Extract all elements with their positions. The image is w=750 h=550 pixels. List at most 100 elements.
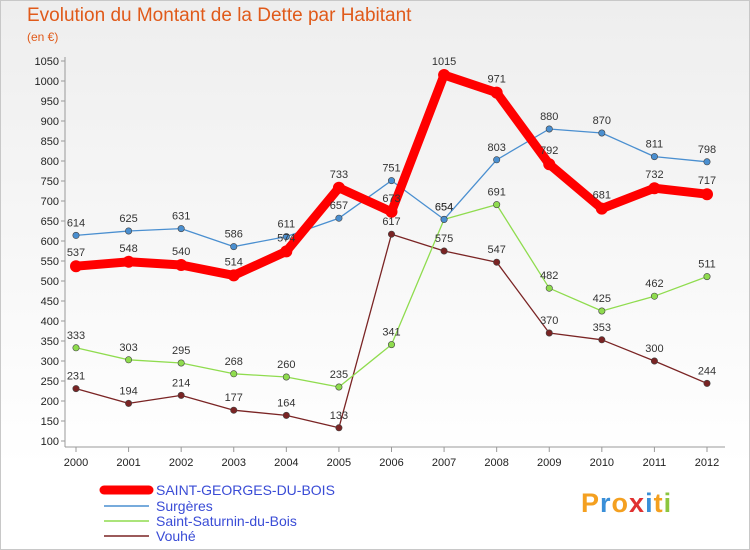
data-point	[335, 424, 343, 432]
data-label: 462	[645, 278, 663, 290]
proxiti-logo: Proxiti	[581, 488, 672, 519]
data-label: 303	[119, 342, 137, 354]
y-tick-label: 250	[41, 376, 59, 388]
data-point	[227, 269, 240, 282]
y-tick-label: 600	[41, 236, 59, 248]
data-label: 971	[487, 74, 505, 86]
data-point	[438, 69, 451, 81]
legend-label: SAINT-GEORGES-DU-BOIS	[156, 482, 335, 498]
data-point	[230, 243, 238, 251]
x-tick-label: 2008	[484, 457, 508, 469]
data-label: 611	[278, 219, 296, 231]
x-tick-label: 2010	[590, 457, 614, 469]
data-point	[493, 156, 501, 164]
data-label: 657	[330, 200, 348, 212]
y-tick-label: 950	[41, 96, 59, 108]
data-label: 482	[540, 270, 558, 282]
y-tick-label: 400	[41, 316, 59, 328]
logo-letter: i	[645, 488, 654, 518]
x-tick-label: 2007	[432, 457, 456, 469]
data-label: 548	[119, 243, 137, 255]
data-label: 654	[435, 201, 453, 213]
data-label: 811	[646, 139, 664, 151]
chart-axes: 100 150 200 250 300 350 400 450 500 550 600 650 700 7…	[35, 56, 725, 469]
x-tick-label: 2005	[327, 457, 351, 469]
logo-letter: r	[600, 488, 612, 518]
data-label: 574	[277, 232, 295, 244]
y-tick-label: 900	[41, 116, 59, 128]
legend-label: Vouhé	[156, 528, 196, 544]
data-label: 177	[225, 392, 243, 404]
data-point	[72, 385, 80, 393]
x-tick-label: 2004	[274, 457, 298, 469]
data-point	[387, 177, 395, 185]
data-point	[440, 247, 448, 255]
data-point	[703, 379, 711, 387]
x-tick-label: 2001	[116, 457, 140, 469]
data-point	[125, 227, 133, 235]
data-point	[703, 158, 711, 166]
logo-letter: i	[663, 488, 673, 518]
data-point	[385, 205, 398, 218]
data-point	[545, 125, 553, 133]
data-label: 514	[225, 256, 243, 268]
data-point	[650, 153, 658, 161]
chart-data-labels: 231 194 214 177 164 133 617 575 547 370 353 300 244 3…	[67, 56, 716, 422]
data-label: 1015	[432, 56, 456, 68]
data-point	[125, 399, 133, 407]
data-label: 880	[540, 111, 558, 123]
data-label: 547	[487, 244, 505, 256]
y-tick-label: 800	[41, 156, 59, 168]
data-label: 681	[593, 190, 611, 202]
data-point	[332, 181, 345, 194]
y-tick-label: 750	[41, 176, 59, 188]
data-label: 575	[435, 233, 453, 245]
y-tick-label: 550	[41, 256, 59, 268]
data-label: 133	[330, 410, 348, 422]
data-label: 164	[277, 397, 295, 409]
data-point	[493, 258, 501, 266]
data-label: 194	[119, 385, 137, 397]
y-tick-label: 450	[41, 296, 59, 308]
data-label: 751	[382, 163, 400, 175]
data-label: 425	[593, 293, 611, 305]
data-label: 792	[540, 145, 558, 157]
data-label: 733	[330, 169, 348, 181]
data-point	[493, 201, 501, 209]
chart-title: Evolution du Montant de la Dette par Hab…	[27, 5, 412, 26]
data-point	[177, 225, 185, 233]
data-point	[125, 356, 133, 364]
y-tick-label: 1050	[35, 56, 59, 68]
data-point	[122, 255, 135, 268]
logo-letter: x	[629, 488, 646, 518]
data-label: 691	[487, 187, 505, 199]
data-label: 537	[67, 247, 85, 259]
chart-unit-label: (en €)	[27, 30, 59, 44]
data-point	[701, 188, 713, 201]
data-label: 333	[67, 330, 85, 342]
y-tick-label: 500	[41, 276, 59, 288]
data-label: 268	[225, 356, 243, 368]
data-point	[177, 359, 185, 367]
data-label: 732	[645, 169, 663, 181]
data-label: 260	[277, 359, 295, 371]
data-point	[230, 406, 238, 414]
data-label: 511	[698, 259, 716, 271]
data-point	[598, 307, 606, 315]
data-point	[703, 273, 711, 281]
data-label: 244	[698, 365, 716, 377]
data-point	[280, 245, 293, 258]
data-point	[72, 344, 80, 352]
logo-letter: P	[581, 488, 601, 518]
data-point	[177, 391, 185, 399]
x-tick-label: 2000	[64, 457, 88, 469]
data-point	[387, 230, 395, 238]
data-label: 673	[382, 193, 400, 205]
chart-legend: SAINT-GEORGES-DU-BOISSurgèresSaint-Satur…	[99, 482, 335, 544]
data-label: 353	[593, 322, 611, 334]
data-point	[543, 158, 556, 171]
data-label: 300	[645, 343, 663, 355]
data-point	[440, 215, 448, 223]
legend-label: Surgères	[156, 498, 213, 514]
